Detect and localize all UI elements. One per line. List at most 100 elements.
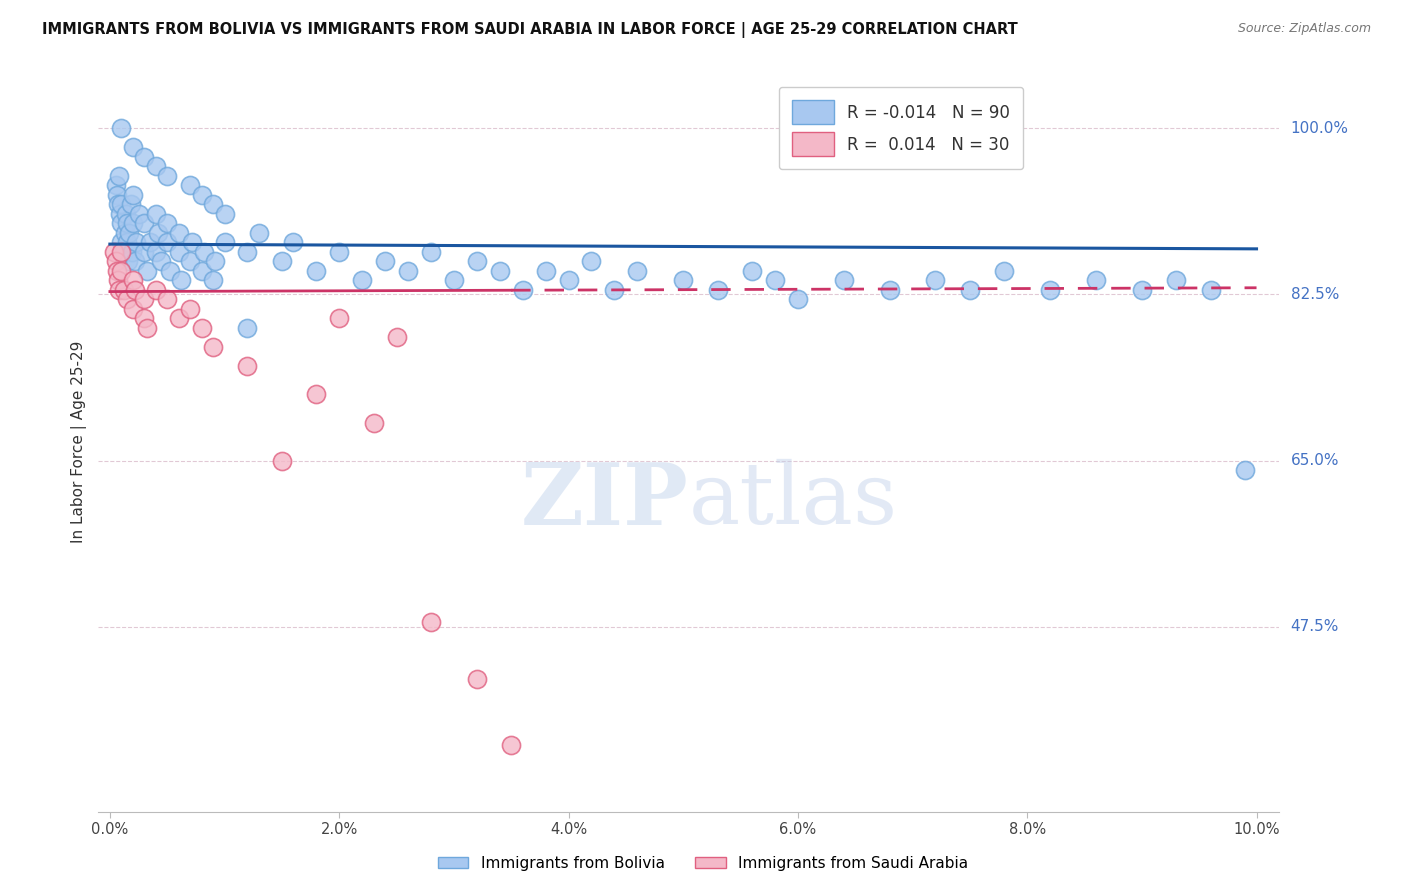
Point (145, 244, 167, 259)
Point (763, 273, 786, 287)
Point (114, 226, 136, 240)
Point (236, 320, 259, 334)
Text: atlas: atlas (689, 459, 898, 542)
Point (374, 254, 396, 268)
Point (121, 273, 143, 287)
Point (420, 244, 443, 259)
Point (305, 263, 328, 277)
Point (118, 226, 141, 240)
Point (108, 207, 131, 221)
Point (672, 273, 695, 287)
Point (104, 254, 127, 268)
Point (283, 235, 305, 250)
Point (581, 254, 603, 268)
Point (443, 273, 465, 287)
Point (993, 263, 1015, 277)
Point (112, 283, 135, 297)
Point (156, 235, 179, 250)
Point (501, 739, 523, 753)
Point (202, 340, 225, 354)
Point (150, 254, 173, 268)
Point (108, 169, 131, 183)
Point (465, 672, 488, 686)
Point (108, 283, 131, 297)
Point (1199, 283, 1222, 297)
Point (134, 244, 156, 259)
Point (115, 216, 138, 230)
Point (110, 121, 132, 136)
Point (236, 359, 259, 373)
Point (110, 263, 132, 277)
Point (385, 330, 408, 344)
Point (128, 207, 150, 221)
Text: 65.0%: 65.0% (1291, 453, 1339, 468)
Point (103, 244, 125, 259)
Point (134, 216, 156, 230)
Point (135, 320, 157, 334)
Point (488, 263, 510, 277)
Point (204, 254, 226, 268)
Point (121, 140, 143, 154)
Point (110, 197, 132, 211)
Point (156, 292, 179, 306)
Point (124, 283, 146, 297)
Text: 47.5%: 47.5% (1291, 619, 1339, 634)
Point (202, 197, 225, 211)
Point (121, 187, 143, 202)
Point (179, 301, 201, 316)
Point (181, 235, 204, 250)
Point (115, 292, 138, 306)
Point (121, 216, 143, 230)
Point (124, 254, 146, 268)
Point (465, 254, 488, 268)
Point (145, 283, 167, 297)
Point (115, 207, 138, 221)
Point (247, 226, 270, 240)
Point (1130, 283, 1153, 297)
Point (121, 244, 143, 259)
Point (134, 292, 156, 306)
Point (512, 283, 534, 297)
Point (167, 311, 190, 326)
Point (328, 244, 350, 259)
Point (786, 292, 808, 306)
Point (125, 235, 148, 250)
Point (167, 244, 190, 259)
Point (105, 263, 128, 277)
Point (156, 169, 179, 183)
Point (363, 416, 385, 430)
Point (146, 226, 169, 240)
Point (741, 263, 763, 277)
Point (1039, 283, 1062, 297)
Point (139, 235, 162, 250)
Point (121, 301, 143, 316)
Legend: Immigrants from Bolivia, Immigrants from Saudi Arabia: Immigrants from Bolivia, Immigrants from… (432, 850, 974, 877)
Point (145, 159, 167, 173)
Point (145, 207, 167, 221)
Point (236, 244, 259, 259)
Point (167, 226, 190, 240)
Point (159, 263, 181, 277)
Text: Source: ZipAtlas.com: Source: ZipAtlas.com (1237, 22, 1371, 36)
Point (706, 283, 728, 297)
Text: 100.0%: 100.0% (1291, 120, 1348, 136)
Point (352, 273, 374, 287)
Point (879, 283, 901, 297)
Point (832, 273, 855, 287)
Point (105, 187, 128, 202)
Point (179, 178, 201, 193)
Y-axis label: In Labor Force | Age 25-29: In Labor Force | Age 25-29 (72, 341, 87, 542)
Point (190, 263, 212, 277)
Point (112, 244, 135, 259)
Point (120, 197, 142, 211)
Point (135, 263, 157, 277)
Point (134, 311, 156, 326)
Point (420, 615, 443, 629)
Point (110, 216, 132, 230)
Point (214, 207, 236, 221)
Point (156, 216, 179, 230)
Point (270, 254, 292, 268)
Point (202, 273, 225, 287)
Point (193, 244, 215, 259)
Point (557, 273, 579, 287)
